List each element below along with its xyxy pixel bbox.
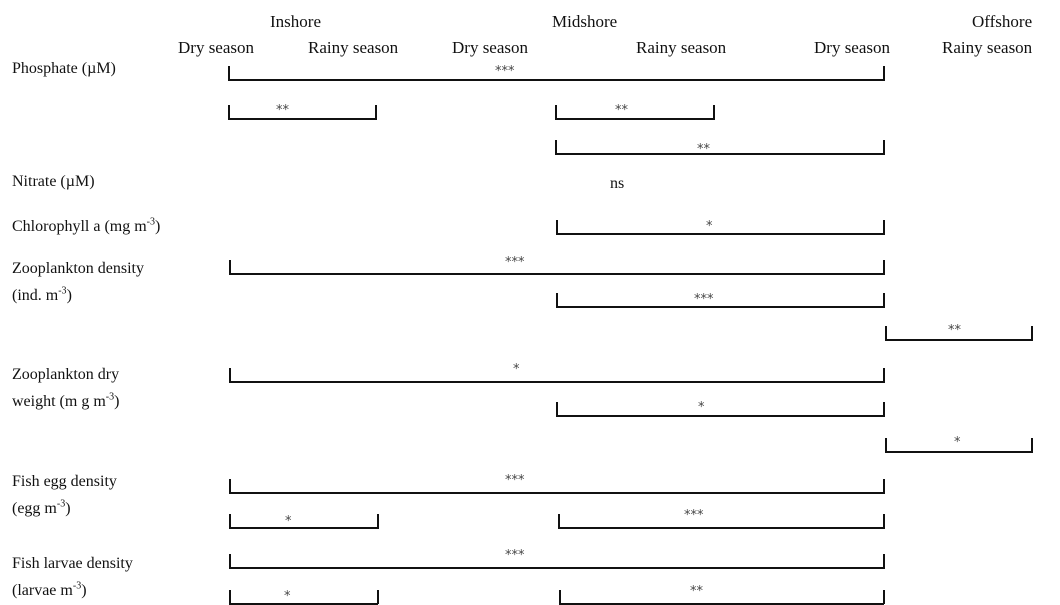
zone-header-midshore: Midshore [552, 12, 618, 31]
bracket-zoo-density-inshore-dry-offshore-dry [229, 260, 885, 275]
sig-phosphate-4: ** [697, 142, 711, 157]
bracket-phosphate-midshore-dry-offshore-dry [555, 140, 885, 155]
sig-zoo-dw-2: * [698, 400, 705, 415]
bracket-zoo-density-midshore-dry-offshore-dry [556, 293, 885, 308]
sig-nitrate-ns: ns [610, 175, 624, 192]
sig-larvae-2: * [284, 589, 291, 604]
row-label-phosphate: Phosphate (µM) [12, 60, 116, 77]
row-label-zooplankton-dry-weight: Zooplankton dry weight (m g m-3) [12, 366, 120, 410]
bracket-egg-midshore-dry-offshore-dry [558, 514, 885, 529]
bracket-phosphate-midshore-dry-midshore-rainy [555, 105, 715, 120]
sig-zoo-density-1: *** [505, 255, 525, 270]
bracket-phosphate-inshore-dry-inshore-rainy [228, 105, 377, 120]
sig-zoo-dw-3: * [954, 435, 961, 450]
bracket-egg-inshore-dry-inshore-rainy [229, 514, 379, 529]
season-header-midshore-rainy: Rainy season [636, 38, 727, 57]
season-header-offshore-dry: Dry season [814, 38, 891, 57]
zone-header-inshore: Inshore [270, 12, 321, 31]
sig-zoo-density-2: *** [694, 292, 714, 307]
bracket-phosphate-inshore-dry-offshore-dry [228, 66, 885, 81]
row-label-fish-egg-density: Fish egg density (egg m-3) [12, 473, 117, 517]
bracket-larvae-midshore-dry-offshore-dry [559, 590, 885, 605]
bracket-zoo-dw-offshore-dry-offshore-rainy [885, 438, 1033, 453]
bracket-zoo-dw-inshore-dry-offshore-dry [229, 368, 885, 383]
sig-larvae-1: *** [505, 548, 525, 563]
season-header-midshore-dry: Dry season [452, 38, 529, 57]
season-header-inshore-dry: Dry season [178, 38, 255, 57]
row-label-zooplankton-density: Zooplankton density (ind. m-3) [12, 260, 144, 304]
sig-zoo-dw-1: * [513, 362, 520, 377]
season-header-offshore-rainy: Rainy season [942, 38, 1033, 57]
bracket-zoo-dw-midshore-dry-offshore-dry [556, 402, 885, 417]
bracket-chlorophyll-midshore-dry-offshore-dry [556, 220, 885, 235]
sig-chlorophyll: * [706, 219, 713, 234]
sig-larvae-3: ** [690, 584, 704, 599]
row-label-fish-larvae-density: Fish larvae density (larvae m-3) [12, 555, 133, 599]
zone-header-offshore: Offshore [972, 12, 1033, 31]
sig-egg-1: *** [505, 473, 525, 488]
sig-zoo-density-3: ** [948, 323, 962, 338]
bracket-zoo-density-offshore-dry-offshore-rainy [885, 326, 1033, 341]
bracket-larvae-inshore-dry-inshore-rainy [229, 590, 379, 605]
sig-egg-3: *** [684, 508, 704, 523]
row-label-chlorophyll: Chlorophyll a (mg m-3) [12, 216, 161, 235]
sig-phosphate-2: ** [276, 103, 290, 118]
sig-phosphate-1: *** [495, 64, 515, 79]
bracket-larvae-inshore-dry-offshore-dry [229, 554, 885, 569]
season-header-inshore-rainy: Rainy season [308, 38, 399, 57]
bracket-egg-inshore-dry-offshore-dry [229, 479, 885, 494]
sig-egg-2: * [285, 514, 292, 529]
row-label-nitrate: Nitrate (µM) [12, 173, 95, 190]
sig-phosphate-3: ** [615, 103, 629, 118]
